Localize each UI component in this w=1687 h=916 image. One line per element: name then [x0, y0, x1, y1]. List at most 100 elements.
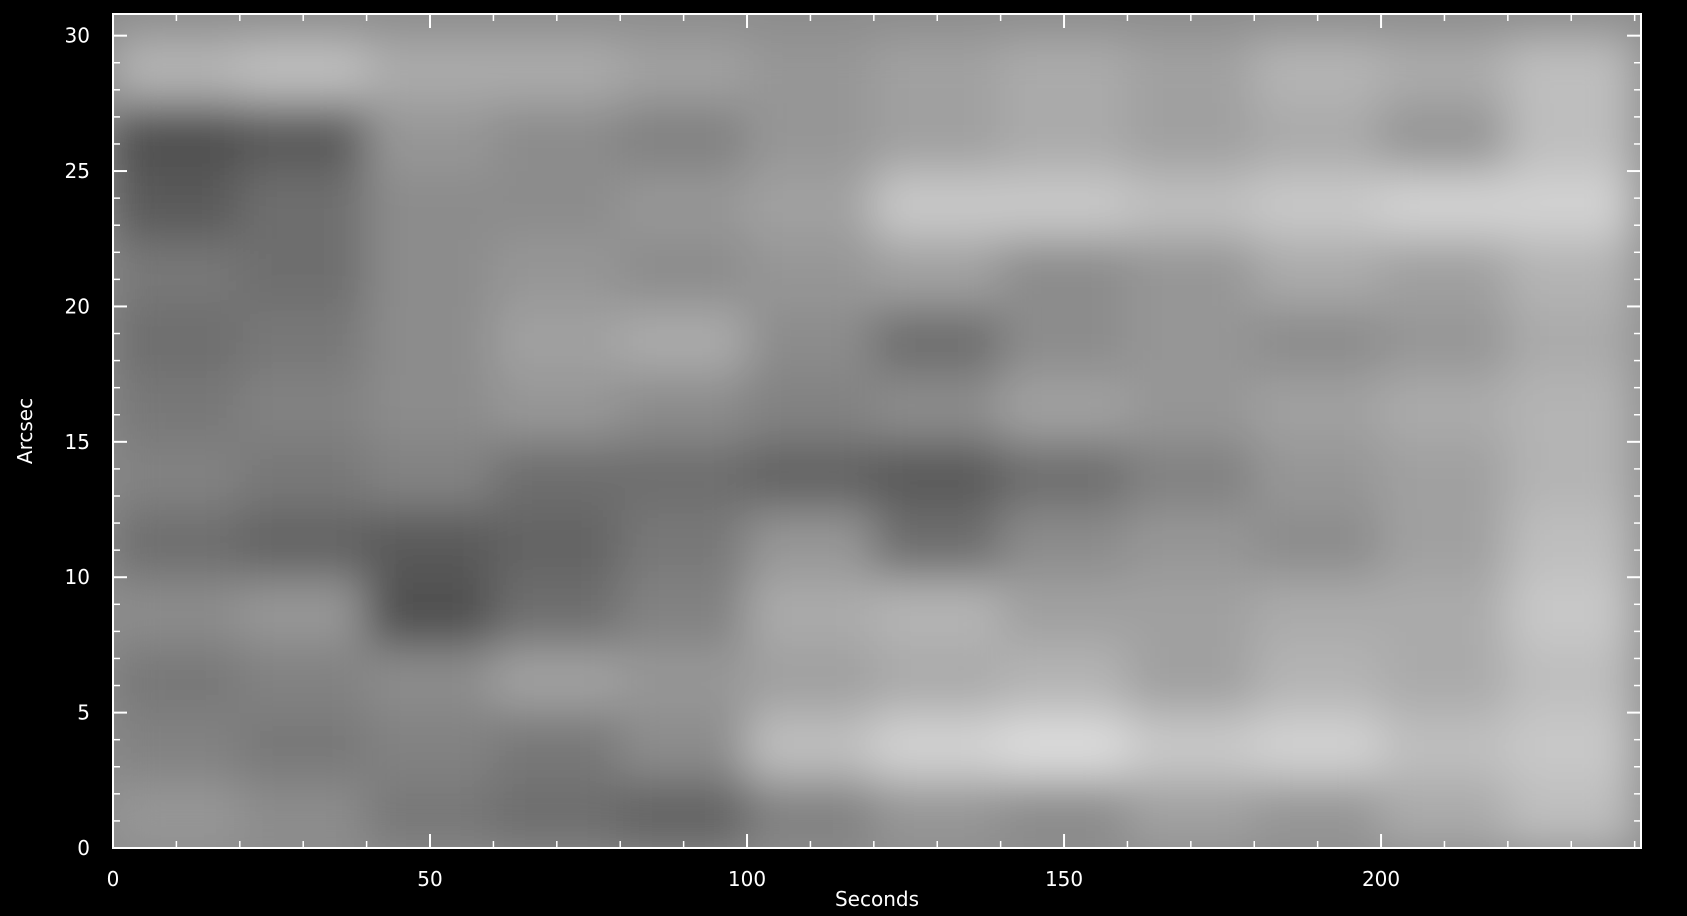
heatmap-cell — [873, 576, 1002, 646]
heatmap-cell — [492, 779, 621, 848]
heatmap-cell — [1253, 35, 1382, 104]
heatmap-cell — [366, 35, 494, 104]
heatmap-cell — [1126, 305, 1255, 375]
heatmap-cell — [1126, 373, 1255, 443]
heatmap-cell — [1380, 441, 1509, 511]
heatmap-cell — [113, 576, 241, 646]
heatmap-cell — [239, 170, 368, 240]
heatmap-cell — [619, 35, 748, 104]
y-axis-label: Arcsec — [13, 398, 37, 464]
heatmap-cell — [113, 441, 241, 511]
heatmap-cell — [1000, 305, 1128, 375]
y-tick-label: 5 — [77, 701, 90, 725]
heatmap-cell — [1253, 305, 1382, 375]
heatmap-cell — [1253, 373, 1382, 443]
heatmap-cell — [1507, 509, 1636, 578]
heatmap-cell — [1380, 644, 1509, 714]
heatmap-cell — [492, 305, 621, 375]
heatmap-cell — [492, 35, 621, 104]
heatmap-cell — [1126, 238, 1255, 307]
heatmap-cell — [1000, 644, 1128, 714]
heatmap-cell — [746, 644, 875, 714]
heatmap-cell — [619, 712, 748, 781]
heatmap-cell — [113, 779, 241, 848]
y-tick-label: 0 — [77, 836, 90, 860]
heatmap-cell — [113, 238, 241, 307]
heatmap-cell — [239, 305, 368, 375]
heatmap-cell — [1000, 238, 1128, 307]
heatmap-cell — [239, 238, 368, 307]
heatmap-cell — [746, 170, 875, 240]
x-tick-label: 0 — [107, 867, 120, 891]
heatmap-cell — [1126, 509, 1255, 578]
heatmap-cell — [239, 779, 368, 848]
axes-frame — [112, 13, 1642, 849]
heatmap-cell — [873, 441, 1002, 511]
heatmap-cell — [1253, 779, 1382, 848]
heatmap-cell — [239, 644, 368, 714]
heatmap-cell — [873, 102, 1002, 172]
heatmap-cell — [619, 576, 748, 646]
heatmap-cell — [1253, 441, 1382, 511]
heatmap-cell — [1380, 305, 1509, 375]
heatmap-cell — [492, 644, 621, 714]
y-tick-label: 30 — [65, 24, 90, 48]
heatmap-cell — [1380, 509, 1509, 578]
heatmap-cell — [1507, 170, 1636, 240]
heatmap-cell — [619, 305, 748, 375]
heatmap-cell — [239, 576, 368, 646]
heatmap-cell — [1000, 35, 1128, 104]
heatmap-cell — [746, 712, 875, 781]
heatmap-cell — [1380, 170, 1509, 240]
heatmap-cell — [619, 441, 748, 511]
heatmap-cell — [746, 441, 875, 511]
heatmap-cell — [1126, 779, 1255, 848]
heatmap-cell — [366, 712, 494, 781]
heatmap-cell — [366, 305, 494, 375]
x-axis-label: Seconds — [835, 887, 919, 911]
heatmap-cell — [1380, 238, 1509, 307]
heatmap-cell — [113, 305, 241, 375]
heatmap-cell — [1000, 576, 1128, 646]
heatmap-cell — [873, 35, 1002, 104]
y-tick-label: 15 — [65, 430, 90, 454]
heatmap-cell — [1507, 305, 1636, 375]
heatmap-cell — [366, 509, 494, 578]
heatmap-cell — [873, 712, 1002, 781]
heatmap-cell — [239, 373, 368, 443]
heatmap-cell — [746, 576, 875, 646]
heatmap-cell — [619, 779, 748, 848]
heatmap-cell — [1507, 441, 1636, 511]
y-tick-label: 10 — [65, 565, 90, 589]
heatmap-cell — [1000, 712, 1128, 781]
heatmap-cell — [1253, 238, 1382, 307]
heatmap-cell — [366, 441, 494, 511]
heatmap-cell — [746, 509, 875, 578]
heatmap-cell — [1000, 509, 1128, 578]
heatmap-cell — [1507, 373, 1636, 443]
heatmap-cell — [1253, 644, 1382, 714]
x-tick-label: 200 — [1362, 867, 1400, 891]
heatmap-cell — [1380, 35, 1509, 104]
heatmap-cell — [1253, 712, 1382, 781]
heatmap-cell — [873, 373, 1002, 443]
heatmap-cell — [239, 441, 368, 511]
heatmap-cell — [113, 35, 241, 104]
heatmap-cell — [492, 509, 621, 578]
x-tick-label: 50 — [417, 867, 442, 891]
heatmap-cell — [492, 170, 621, 240]
heatmap-cell — [113, 170, 241, 240]
heatmap-cell — [873, 644, 1002, 714]
heatmap-cell — [366, 644, 494, 714]
heatmap-cell — [1000, 170, 1128, 240]
heatmap-cell — [1253, 576, 1382, 646]
heatmap-cell — [619, 102, 748, 172]
heatmap-cell — [239, 35, 368, 104]
heatmap-cell — [1380, 102, 1509, 172]
heatmap-cell — [873, 509, 1002, 578]
heatmap-cell — [1126, 35, 1255, 104]
heatmap-cell — [1000, 102, 1128, 172]
heatmap-cell — [1253, 509, 1382, 578]
heatmap-cell — [619, 373, 748, 443]
